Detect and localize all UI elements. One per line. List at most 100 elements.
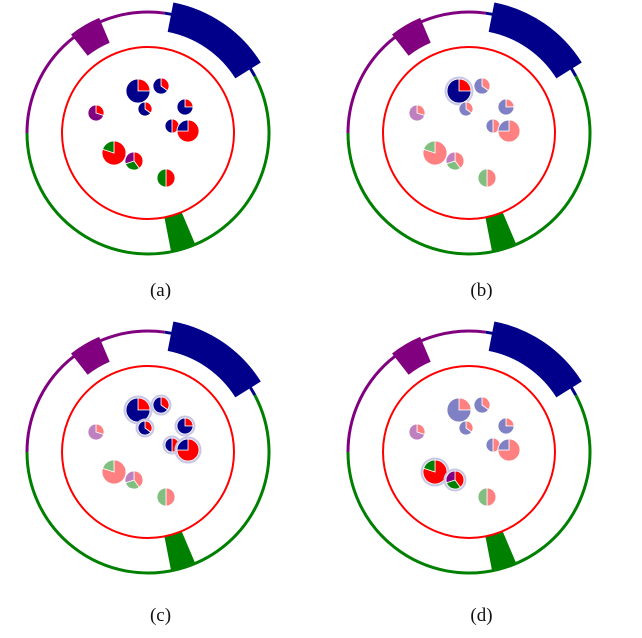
pie-slice-blue bbox=[176, 417, 194, 435]
pie-slice-blue bbox=[497, 119, 510, 132]
radial-diagram bbox=[346, 321, 592, 575]
pie-node-p3 bbox=[408, 423, 426, 441]
pie-node-p1 bbox=[446, 397, 472, 423]
pie-node-p5 bbox=[176, 98, 194, 116]
pie-slice-purple bbox=[445, 470, 456, 484]
pie-node-p2 bbox=[150, 394, 172, 416]
pie-node-p8 bbox=[174, 436, 202, 464]
pie-slice-purple bbox=[408, 104, 426, 122]
pie-slice-green bbox=[423, 459, 436, 473]
pie-slice-blue bbox=[446, 78, 472, 104]
pie-node-p9 bbox=[101, 459, 127, 485]
pie-slice-blue bbox=[458, 101, 473, 117]
purple-block bbox=[71, 17, 110, 56]
pie-slice-green bbox=[477, 487, 488, 507]
panel-c: (c) bbox=[0, 319, 321, 638]
pie-node-p9 bbox=[420, 457, 450, 487]
pie-node-p11 bbox=[477, 487, 497, 507]
pie-slice-red bbox=[486, 487, 497, 507]
blue-block bbox=[488, 2, 582, 79]
pie-slice-purple bbox=[408, 423, 426, 441]
panel-caption: (c) bbox=[149, 605, 172, 626]
pie-node-p4 bbox=[137, 101, 153, 117]
pie-node-p5 bbox=[497, 417, 515, 435]
panel-a: (a) bbox=[0, 0, 321, 319]
pie-node-p1 bbox=[123, 395, 153, 425]
pie-slice-blue bbox=[473, 396, 490, 414]
pie-node-p10 bbox=[443, 468, 467, 492]
purple-block bbox=[392, 17, 431, 56]
pie-slice-red bbox=[486, 168, 497, 188]
outer-ring-arc-purple bbox=[25, 329, 166, 453]
inner-circle bbox=[382, 46, 556, 220]
pie-node-p9 bbox=[101, 140, 127, 166]
green-block bbox=[164, 212, 196, 252]
pie-node-p1 bbox=[125, 78, 151, 104]
inner-circle bbox=[382, 365, 556, 539]
purple-block bbox=[392, 336, 431, 375]
pie-node-p4 bbox=[135, 418, 155, 438]
pie-node-p5 bbox=[174, 415, 196, 437]
pie-slice-blue bbox=[137, 420, 152, 436]
pie-node-p4 bbox=[458, 101, 474, 117]
pie-slice-blue bbox=[137, 101, 152, 117]
blue-block bbox=[167, 2, 261, 79]
pie-node-p10 bbox=[445, 151, 465, 171]
pie-slice-blue bbox=[176, 98, 194, 116]
pie-slice-blue bbox=[485, 437, 494, 453]
pie-slice-blue bbox=[164, 118, 173, 134]
pie-slice-blue bbox=[152, 396, 169, 414]
pie-slice-red bbox=[176, 119, 200, 143]
outer-ring-arc-purple bbox=[346, 329, 487, 453]
pie-node-p10 bbox=[124, 470, 144, 490]
pie-node-p2 bbox=[473, 396, 491, 414]
pie-slice-green bbox=[423, 140, 436, 154]
pie-slice-red bbox=[454, 151, 465, 169]
pie-slice-green bbox=[156, 168, 167, 188]
pie-slice-blue bbox=[473, 77, 490, 95]
pie-node-p9 bbox=[422, 140, 448, 166]
panel-caption: (d) bbox=[470, 605, 493, 626]
pie-slice-red bbox=[497, 119, 521, 143]
radial-diagram bbox=[346, 2, 592, 256]
purple-block bbox=[71, 336, 110, 375]
inner-circle bbox=[61, 46, 235, 220]
inner-circle bbox=[61, 365, 235, 539]
pie-slice-red bbox=[176, 438, 200, 462]
pie-slice-purple bbox=[124, 151, 135, 165]
radial-diagram bbox=[25, 321, 271, 575]
pie-node-p1 bbox=[444, 76, 474, 106]
pie-slice-blue bbox=[125, 397, 151, 423]
pie-node-p10 bbox=[124, 151, 144, 171]
pie-node-p8 bbox=[497, 438, 521, 462]
pie-slice-blue bbox=[497, 438, 510, 451]
blue-block bbox=[167, 321, 261, 398]
pie-slice-blue bbox=[485, 118, 494, 134]
pie-node-p8 bbox=[497, 119, 521, 143]
green-block bbox=[485, 212, 517, 252]
pie-node-p2 bbox=[473, 77, 491, 95]
panel-caption: (b) bbox=[470, 280, 493, 301]
pie-slice-green bbox=[102, 140, 115, 154]
pie-slice-blue bbox=[497, 417, 515, 435]
pie-slice-purple bbox=[87, 104, 105, 122]
pie-slice-blue bbox=[458, 420, 473, 436]
pie-slice-blue bbox=[446, 397, 472, 423]
pie-node-p8 bbox=[176, 119, 200, 143]
pie-slice-red bbox=[133, 470, 144, 488]
pie-node-p11 bbox=[477, 168, 497, 188]
panel-d: (d) bbox=[321, 319, 642, 638]
pie-slice-green bbox=[477, 168, 488, 188]
pie-slice-blue bbox=[125, 78, 151, 104]
pie-node-p3 bbox=[408, 104, 426, 122]
pie-slice-red bbox=[497, 438, 521, 462]
pie-slice-green bbox=[156, 487, 167, 507]
pie-slice-green bbox=[102, 459, 115, 473]
pie-node-p5 bbox=[497, 98, 515, 116]
outer-ring-arc-purple bbox=[346, 10, 487, 134]
pie-slice-blue bbox=[164, 437, 173, 453]
pie-node-p2 bbox=[152, 77, 170, 95]
pie-slice-blue bbox=[497, 98, 515, 116]
pie-node-p3 bbox=[87, 104, 105, 122]
pie-node-p3 bbox=[87, 423, 105, 441]
